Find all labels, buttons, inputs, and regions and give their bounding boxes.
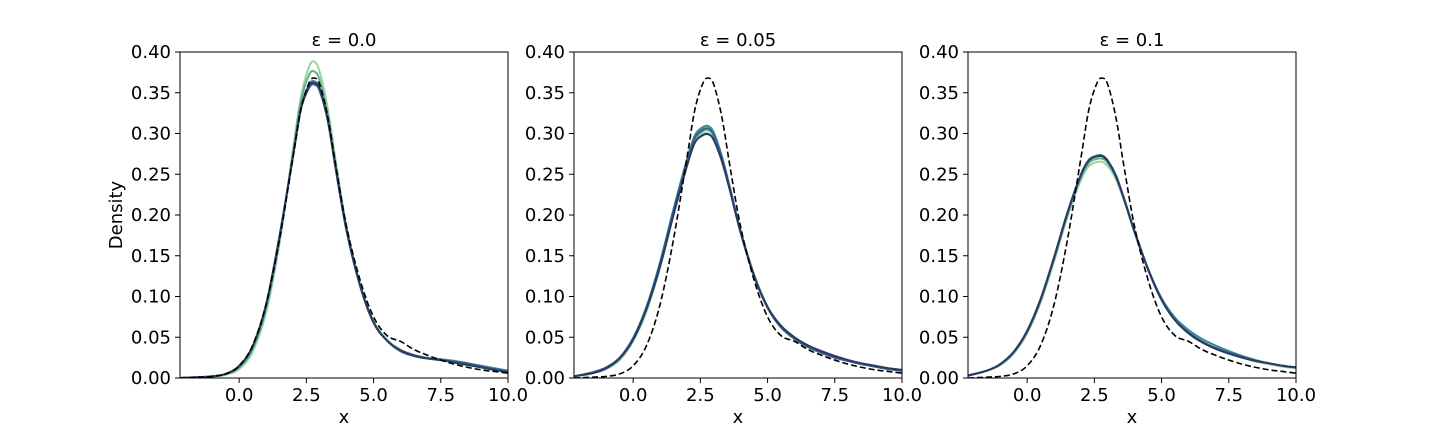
y-tick-label: 0.15 [131,246,171,267]
y-tick-label: 0.35 [131,83,171,104]
panel-title: ε = 0.1 [1100,30,1165,51]
reference-density-line [180,77,508,378]
density-series-line-2 [180,69,508,378]
y-tick-label: 0.15 [919,246,959,267]
y-tick-label: 0.00 [525,368,565,389]
y-tick-label: 0.25 [525,164,565,185]
x-tick-label: 5.0 [753,385,782,406]
y-tick-label: 0.10 [131,287,171,308]
reference-density-line [574,77,902,378]
plot-area [968,77,1296,378]
panel-eps-0-1: ε = 0.1 x 0.00 0.05 0.10 0.15 0.20 0.25 0.30 0.… [919,30,1316,428]
x-axis-label: x [1127,407,1138,428]
x-tick-label: 2.5 [1080,385,1109,406]
y-tick-label: 0.05 [525,327,565,348]
x-axis-label: x [733,407,744,428]
y-tick-label: 0.20 [525,205,565,226]
x-tick-label: 10.0 [882,385,922,406]
density-series-line-3 [180,79,508,378]
y-tick-label: 0.35 [919,83,959,104]
density-series-line-2 [574,128,902,378]
y-tick-label: 0.35 [525,83,565,104]
y-tick-label: 0.20 [131,205,171,226]
x-tick-label: 2.5 [686,385,715,406]
y-tick-label: 0.05 [919,327,959,348]
x-tick-label: 7.5 [820,385,849,406]
x-tick-label: 0.0 [1013,385,1042,406]
density-series-line-1 [574,131,902,378]
density-series-line-2 [968,157,1296,377]
y-tick-label: 0.25 [919,164,959,185]
panel-eps-0: ε = 0.0 Density x 0.00 0.05 0.10 0.15 0.20 0.… [106,30,528,428]
panel-eps-0-05: ε = 0.05 x 0.00 0.05 0.10 0.15 0.20 0.25 0.30 0… [525,30,922,428]
density-series-line-5 [574,132,902,378]
plot-area [574,77,902,378]
density-series-line-5 [968,154,1296,377]
x-tick-label: 10.0 [488,385,528,406]
panel-title: ε = 0.0 [312,30,377,51]
x-tick-label: 0.0 [225,385,254,406]
x-tick-label: 5.0 [1147,385,1176,406]
x-tick-label: 2.5 [292,385,321,406]
x-axis-label: x [339,407,350,428]
density-series-line-1 [968,160,1296,377]
x-tick-label: 0.0 [619,385,648,406]
reference-density-line [968,77,1296,378]
y-tick-label: 0.40 [525,42,565,63]
y-tick-label: 0.20 [919,205,959,226]
density-series-line-3 [968,153,1296,377]
y-tick-label: 0.15 [525,246,565,267]
y-tick-label: 0.25 [131,164,171,185]
y-axis-label: Density [106,180,127,249]
panel-title: ε = 0.05 [700,30,776,51]
density-series-line-5 [180,81,508,378]
density-series-line-4 [968,154,1296,377]
x-tick-label: 5.0 [359,385,388,406]
y-tick-label: 0.00 [131,368,171,389]
x-tick-label: 10.0 [1276,385,1316,406]
density-series-line-3 [574,124,902,378]
density-series-line-4 [574,127,902,378]
y-tick-label: 0.30 [919,124,959,145]
y-tick-label: 0.10 [919,287,959,308]
y-tick-label: 0.10 [525,287,565,308]
y-tick-label: 0.30 [131,124,171,145]
x-tick-label: 7.5 [426,385,455,406]
y-tick-label: 0.00 [919,368,959,389]
y-tick-label: 0.30 [525,124,565,145]
y-tick-label: 0.40 [131,42,171,63]
plot-area [180,60,508,378]
y-tick-label: 0.05 [131,327,171,348]
density-series-line-4 [180,83,508,378]
y-tick-label: 0.40 [919,42,959,63]
x-tick-label: 7.5 [1214,385,1243,406]
